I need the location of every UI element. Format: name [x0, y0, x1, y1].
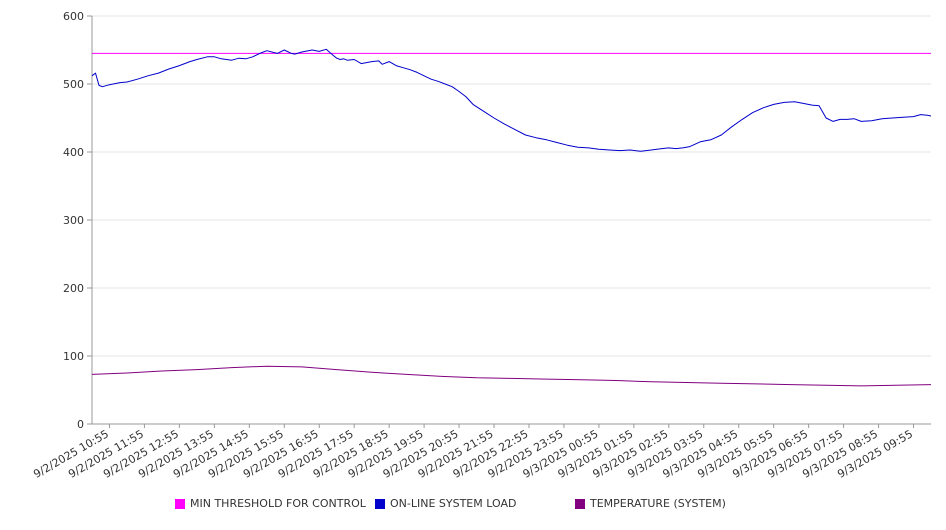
- legend-item-system-load[interactable]: ON-LINE SYSTEM LOAD: [375, 497, 516, 510]
- series-lines: [91, 48, 932, 387]
- grid-lines: [92, 15, 931, 357]
- legend-label-min-threshold: MIN THRESHOLD FOR CONTROL: [190, 497, 366, 510]
- legend-label-temperature: TEMPERATURE (SYSTEM): [590, 497, 726, 510]
- legend-label-system-load: ON-LINE SYSTEM LOAD: [390, 497, 517, 510]
- legend: MIN THRESHOLD FOR CONTROL ON-LINE SYSTEM…: [0, 497, 946, 515]
- legend-swatch-system-load: [375, 498, 385, 509]
- y-tick-label-0: 0: [77, 418, 84, 431]
- y-axis-ticks: 0 100 200 300 400 500 600: [63, 10, 92, 431]
- y-tick-label-400: 400: [63, 146, 84, 159]
- legend-item-min-threshold[interactable]: MIN THRESHOLD FOR CONTROL: [175, 497, 366, 510]
- y-tick-label-600: 600: [63, 10, 84, 23]
- y-tick-label-200: 200: [63, 282, 84, 295]
- series-line-temperature: [91, 365, 932, 387]
- legend-swatch-min-threshold: [175, 498, 185, 509]
- y-tick-label-100: 100: [63, 350, 84, 363]
- y-tick-label-300: 300: [63, 214, 84, 227]
- legend-swatch-temperature: [575, 498, 585, 509]
- legend-item-temperature[interactable]: TEMPERATURE (SYSTEM): [575, 497, 726, 510]
- x-axis-ticks: 9/2/2025 10:559/2/2025 11:559/2/2025 12:…: [31, 424, 915, 481]
- y-tick-label-500: 500: [63, 78, 84, 91]
- series-line-system-load: [91, 48, 932, 152]
